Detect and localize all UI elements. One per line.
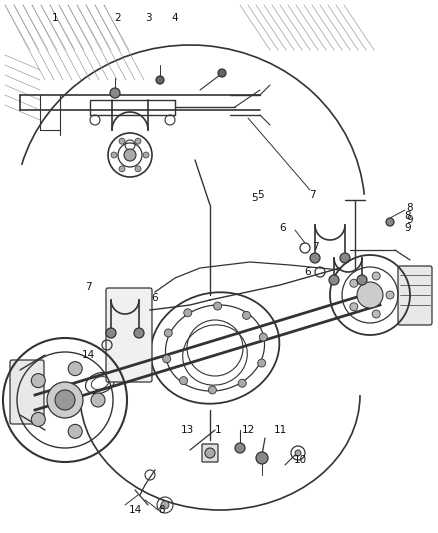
Circle shape bbox=[55, 390, 75, 410]
Circle shape bbox=[235, 443, 245, 453]
Text: 5: 5 bbox=[257, 190, 263, 200]
Circle shape bbox=[386, 291, 394, 299]
Circle shape bbox=[134, 328, 144, 338]
FancyBboxPatch shape bbox=[398, 266, 432, 325]
Circle shape bbox=[259, 333, 267, 341]
Circle shape bbox=[119, 166, 125, 172]
Circle shape bbox=[357, 282, 383, 308]
Text: 7: 7 bbox=[85, 282, 91, 292]
Circle shape bbox=[91, 393, 105, 407]
Text: 6: 6 bbox=[305, 267, 311, 277]
Circle shape bbox=[238, 379, 246, 387]
Circle shape bbox=[310, 253, 320, 263]
Text: 7: 7 bbox=[312, 242, 318, 252]
Circle shape bbox=[180, 377, 187, 385]
Circle shape bbox=[357, 275, 367, 285]
Circle shape bbox=[47, 382, 83, 418]
Circle shape bbox=[372, 310, 380, 318]
FancyBboxPatch shape bbox=[106, 288, 152, 382]
Circle shape bbox=[256, 452, 268, 464]
Text: 5: 5 bbox=[252, 193, 258, 203]
Circle shape bbox=[329, 275, 339, 285]
Text: 9: 9 bbox=[407, 215, 413, 225]
Text: 8: 8 bbox=[405, 211, 411, 221]
Circle shape bbox=[350, 303, 358, 311]
FancyBboxPatch shape bbox=[10, 360, 44, 424]
Text: 2: 2 bbox=[115, 13, 121, 23]
Circle shape bbox=[111, 152, 117, 158]
Circle shape bbox=[295, 450, 301, 456]
Circle shape bbox=[135, 166, 141, 172]
Circle shape bbox=[135, 138, 141, 144]
Text: 10: 10 bbox=[293, 455, 307, 465]
Text: 6: 6 bbox=[152, 293, 158, 303]
Text: 8: 8 bbox=[159, 505, 165, 515]
Text: 9: 9 bbox=[405, 223, 411, 233]
Text: 12: 12 bbox=[241, 425, 254, 435]
Circle shape bbox=[164, 329, 172, 337]
Circle shape bbox=[31, 413, 45, 426]
Text: 3: 3 bbox=[145, 13, 151, 23]
Text: 4: 4 bbox=[172, 13, 178, 23]
Text: 7: 7 bbox=[309, 190, 315, 200]
Text: 13: 13 bbox=[180, 425, 194, 435]
Circle shape bbox=[340, 253, 350, 263]
Circle shape bbox=[106, 328, 116, 338]
FancyBboxPatch shape bbox=[202, 444, 218, 462]
Circle shape bbox=[110, 88, 120, 98]
Text: 6: 6 bbox=[280, 223, 286, 233]
Circle shape bbox=[162, 355, 171, 363]
Circle shape bbox=[31, 374, 45, 387]
Circle shape bbox=[68, 361, 82, 376]
Circle shape bbox=[156, 76, 164, 84]
Circle shape bbox=[143, 152, 149, 158]
Text: 1: 1 bbox=[215, 425, 221, 435]
Circle shape bbox=[243, 311, 251, 319]
Circle shape bbox=[372, 272, 380, 280]
Circle shape bbox=[258, 359, 266, 367]
Text: 11: 11 bbox=[273, 425, 286, 435]
Circle shape bbox=[68, 424, 82, 438]
Circle shape bbox=[350, 279, 358, 287]
Text: 14: 14 bbox=[128, 505, 141, 515]
Circle shape bbox=[161, 501, 169, 509]
Text: 8: 8 bbox=[407, 203, 413, 213]
Circle shape bbox=[214, 302, 222, 310]
Circle shape bbox=[205, 448, 215, 458]
Circle shape bbox=[119, 138, 125, 144]
Text: 1: 1 bbox=[52, 13, 58, 23]
Text: 14: 14 bbox=[81, 350, 95, 360]
Circle shape bbox=[124, 149, 136, 161]
Circle shape bbox=[184, 309, 192, 317]
Circle shape bbox=[208, 386, 216, 394]
Circle shape bbox=[218, 69, 226, 77]
Circle shape bbox=[386, 218, 394, 226]
